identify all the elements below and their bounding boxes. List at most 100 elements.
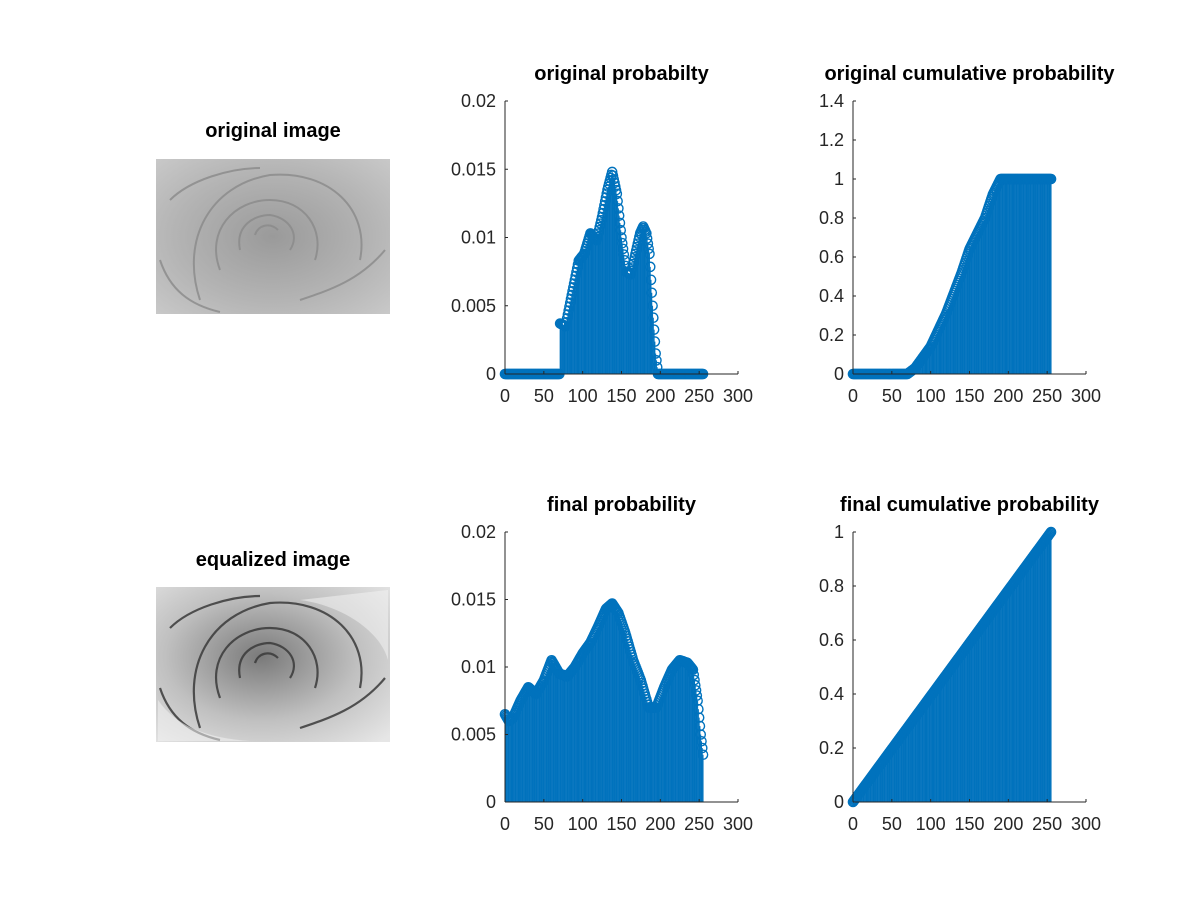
- equalized-image: [156, 587, 390, 742]
- x-tick-label: 50: [882, 814, 902, 834]
- y-tick-label: 0: [834, 364, 844, 384]
- y-tick-label: 0.6: [819, 247, 844, 267]
- x-tick-label: 150: [954, 386, 984, 406]
- y-tick-label: 0.005: [451, 725, 496, 745]
- stem-marker: [648, 324, 660, 335]
- x-tick-label: 50: [534, 814, 554, 834]
- stem-marker: [687, 664, 699, 676]
- y-tick-label: 0.4: [819, 684, 844, 704]
- original-image: [156, 159, 390, 314]
- x-tick-label: 300: [1071, 386, 1101, 406]
- stem-marker: [615, 224, 627, 236]
- stem-marker: [689, 679, 701, 691]
- original-cumulative-probability-chart: original cumulative probability 0 50 100 150…: [819, 63, 1115, 406]
- original-probability-chart: original probabilty 0 50 100 150 200 250 300 0 0.…: [451, 63, 753, 406]
- stem-marker: [696, 742, 708, 754]
- x-tick-label: 0: [848, 814, 858, 834]
- stem-marker: [644, 248, 655, 260]
- x-tick-label: 100: [568, 386, 598, 406]
- x-tick-label: 200: [993, 814, 1023, 834]
- x-tick-label: 150: [954, 814, 984, 834]
- y-tick-label: 1: [834, 522, 844, 542]
- stem-marker: [1045, 526, 1057, 538]
- stem-marker: [692, 695, 703, 707]
- chart-title: original cumulative probability: [824, 63, 1115, 85]
- stem-marker: [696, 735, 707, 747]
- y-tick-label: 1.2: [819, 130, 844, 150]
- stem-marker: [689, 674, 700, 686]
- x-tick-label: 250: [1032, 814, 1062, 834]
- x-tick-label: 100: [916, 814, 946, 834]
- y-tick-label: 1.4: [819, 91, 844, 111]
- x-tick-label: 150: [606, 814, 636, 834]
- stem-marker: [613, 210, 625, 221]
- y-tick-label: 0: [486, 792, 496, 812]
- stem-marker: [614, 217, 626, 229]
- stem-marker: [643, 243, 654, 255]
- x-tick-label: 300: [723, 814, 753, 834]
- stem-marker: [694, 720, 706, 732]
- stem-marker: [686, 663, 698, 675]
- y-tick-label: 0.005: [451, 296, 496, 316]
- chart-title: final probability: [547, 494, 697, 516]
- y-tick-label: 0.8: [819, 576, 844, 596]
- x-tick-label: 50: [882, 386, 902, 406]
- y-tick-label: 0.01: [461, 657, 496, 677]
- y-tick-label: 0.015: [451, 590, 496, 610]
- y-tick-label: 0.02: [461, 91, 496, 111]
- stem-marker: [648, 312, 659, 323]
- stem-marker: [651, 355, 662, 366]
- stem-marker: [695, 729, 707, 740]
- y-tick-label: 0.2: [819, 325, 844, 345]
- stem-series: [847, 526, 1057, 808]
- x-tick-label: 0: [500, 814, 510, 834]
- stem-marker: [613, 203, 624, 214]
- x-tick-label: 100: [568, 814, 598, 834]
- chart-title: final cumulative probability: [840, 494, 1100, 516]
- stem-marker: [611, 188, 623, 200]
- equalized-image-title: equalized image: [196, 549, 351, 571]
- final-probability-chart: final probability 0 50 100 150 200 250 300 0 0.00…: [451, 494, 753, 834]
- stem-marker: [644, 261, 656, 273]
- x-tick-label: 250: [684, 386, 714, 406]
- x-tick-label: 0: [500, 386, 510, 406]
- x-tick-label: 200: [993, 386, 1023, 406]
- stem-series: [499, 166, 709, 380]
- stem-marker: [616, 232, 627, 243]
- stem-marker: [641, 233, 653, 244]
- stem-marker: [693, 712, 705, 723]
- stem-series: [847, 173, 1057, 380]
- x-tick-label: 300: [1071, 814, 1101, 834]
- x-tick-label: 50: [534, 386, 554, 406]
- x-tick-label: 250: [684, 814, 714, 834]
- stem-marker: [686, 662, 697, 674]
- stem-marker: [688, 669, 700, 681]
- y-tick-label: 0: [834, 792, 844, 812]
- stem-marker: [645, 274, 657, 286]
- stem-marker: [646, 287, 658, 299]
- x-tick-label: 150: [606, 386, 636, 406]
- y-tick-label: 0.01: [461, 228, 496, 248]
- x-tick-label: 200: [645, 814, 675, 834]
- x-tick-label: 100: [916, 386, 946, 406]
- stem-marker: [693, 703, 704, 715]
- y-tick-label: 0.8: [819, 208, 844, 228]
- stem-series: [499, 598, 709, 802]
- chart-title: original probabilty: [534, 63, 709, 85]
- stem-marker: [612, 195, 623, 207]
- stem-marker: [690, 685, 702, 696]
- stem-marker: [647, 300, 658, 312]
- final-cumulative-probability-chart: final cumulative probability 0 50 100 150 200…: [819, 494, 1101, 834]
- stem-marker: [697, 749, 709, 761]
- y-tick-label: 0: [486, 364, 496, 384]
- original-image-title: original image: [205, 120, 341, 142]
- y-tick-label: 0.015: [451, 159, 496, 179]
- stem-marker: [616, 237, 628, 249]
- stem-marker: [691, 690, 703, 701]
- y-tick-label: 0.4: [819, 286, 844, 306]
- stem-marker: [649, 336, 661, 347]
- y-tick-label: 1: [834, 169, 844, 189]
- y-tick-label: 0.6: [819, 630, 844, 650]
- stem-marker: [617, 243, 629, 255]
